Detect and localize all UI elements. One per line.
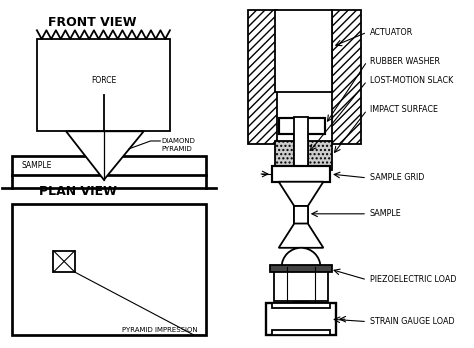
Bar (272, 303, 330, 308)
Bar (270, 265, 332, 272)
Bar (294, 267, 308, 287)
Bar (54, 251, 75, 272)
Text: IMPACT SURFACE: IMPACT SURFACE (370, 105, 438, 114)
Bar (275, 10, 332, 93)
Text: LOST-MOTION SLACK: LOST-MOTION SLACK (370, 76, 453, 85)
Text: DIAMOND: DIAMOND (161, 138, 195, 144)
Bar (37, 39, 170, 131)
Bar (294, 206, 308, 223)
Bar (12, 156, 206, 175)
Text: RUBBER WASHER: RUBBER WASHER (370, 57, 440, 66)
Bar (294, 267, 308, 287)
Bar (332, 10, 361, 144)
Bar (247, 10, 277, 144)
Bar (266, 303, 336, 335)
Text: SAMPLE: SAMPLE (370, 209, 402, 218)
Bar (294, 301, 308, 303)
Text: PYRAMID IMPRESSION: PYRAMID IMPRESSION (122, 327, 198, 333)
Text: SAMPLE: SAMPLE (21, 161, 52, 170)
Text: SAMPLE GRID: SAMPLE GRID (370, 173, 424, 182)
Polygon shape (279, 223, 323, 248)
Text: ACTUATOR: ACTUATOR (370, 28, 413, 37)
Bar (272, 330, 330, 335)
Circle shape (282, 248, 320, 287)
Bar (275, 141, 332, 170)
Bar (294, 117, 308, 204)
Text: PIEZOELECTRIC LOAD: PIEZOELECTRIC LOAD (370, 275, 456, 284)
Text: FRONT VIEW: FRONT VIEW (48, 16, 137, 29)
Text: STRAIN GAUGE LOAD: STRAIN GAUGE LOAD (370, 317, 455, 326)
Text: PYRAMID: PYRAMID (161, 146, 192, 152)
Polygon shape (279, 182, 323, 206)
Bar (12, 204, 206, 335)
Polygon shape (66, 131, 144, 180)
Bar (274, 267, 328, 301)
Bar (294, 134, 308, 333)
Bar (272, 166, 330, 182)
Text: PLAN VIEW: PLAN VIEW (39, 185, 117, 198)
Bar (279, 118, 325, 134)
Text: FORCE: FORCE (91, 76, 117, 85)
